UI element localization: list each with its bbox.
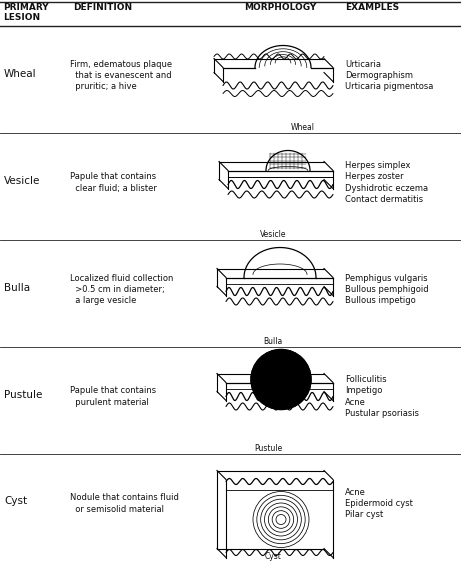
- Text: Bulla: Bulla: [4, 283, 30, 292]
- Text: Pustule: Pustule: [4, 389, 42, 399]
- Text: PRIMARY
LESION: PRIMARY LESION: [3, 3, 48, 22]
- Text: Papule that contains
  clear fluid; a blister: Papule that contains clear fluid; a blis…: [70, 172, 157, 193]
- Text: Vesicle: Vesicle: [260, 230, 286, 239]
- Text: EXAMPLES: EXAMPLES: [345, 3, 399, 12]
- Text: Bulla: Bulla: [263, 337, 283, 346]
- Text: Pemphigus vulgaris
Bullous pemphigoid
Bullous impetigo: Pemphigus vulgaris Bullous pemphigoid Bu…: [345, 274, 429, 305]
- Text: Herpes simplex
Herpes zoster
Dyshidrotic eczema
Contact dermatitis: Herpes simplex Herpes zoster Dyshidrotic…: [345, 161, 428, 204]
- Text: Acne
Epidermoid cyst
Pilar cyst: Acne Epidermoid cyst Pilar cyst: [345, 488, 413, 519]
- Text: Wheal: Wheal: [4, 68, 36, 79]
- Text: MORPHOLOGY: MORPHOLOGY: [244, 3, 316, 12]
- Text: Cyst: Cyst: [265, 552, 281, 561]
- Text: Firm, edematous plaque
  that is evanescent and
  pruritic; a hive: Firm, edematous plaque that is evanescen…: [70, 59, 172, 91]
- Text: Folliculitis
Impetigo
Acne
Pustular psoriasis: Folliculitis Impetigo Acne Pustular psor…: [345, 375, 419, 418]
- Text: Nodule that contains fluid
  or semisolid material: Nodule that contains fluid or semisolid …: [70, 493, 179, 514]
- Text: DEFINITION: DEFINITION: [73, 3, 132, 12]
- Text: Vesicle: Vesicle: [4, 176, 41, 186]
- Text: Wheal: Wheal: [291, 123, 315, 132]
- Text: Papule that contains
  purulent material: Papule that contains purulent material: [70, 387, 156, 407]
- Text: Urticaria
Dermographism
Urticaria pigmentosa: Urticaria Dermographism Urticaria pigmen…: [345, 59, 433, 91]
- Text: Localized fluid collection
  >0.5 cm in diameter;
  a large vesicle: Localized fluid collection >0.5 cm in di…: [70, 274, 173, 305]
- Text: Pustule: Pustule: [254, 444, 282, 453]
- Text: Cyst: Cyst: [4, 496, 27, 507]
- Circle shape: [251, 350, 311, 410]
